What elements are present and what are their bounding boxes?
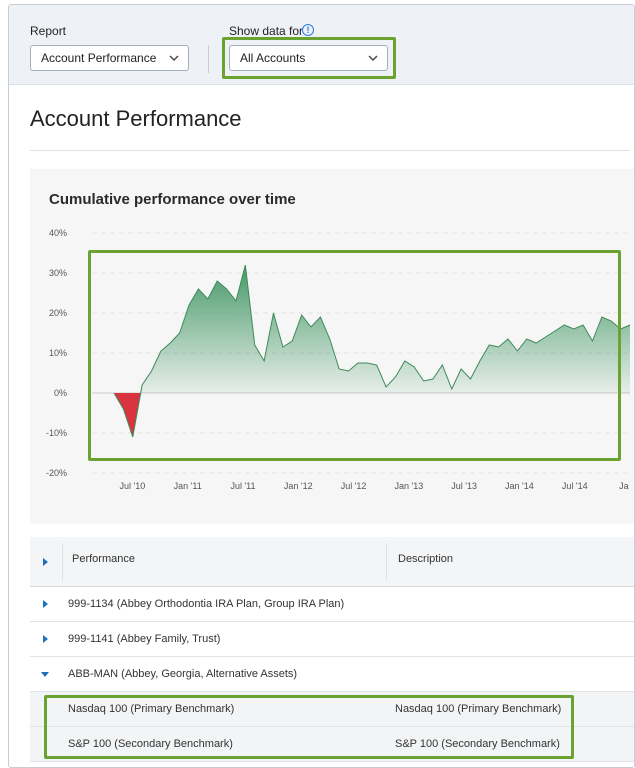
expand-all-icon[interactable] (43, 558, 48, 566)
chevron-down-icon (169, 55, 179, 61)
subrow-description: Nasdaq 100 (Primary Benchmark) (395, 703, 562, 715)
y-tick-label: 10% (49, 348, 67, 358)
report-select[interactable]: Account Performance (30, 45, 189, 71)
table-subrow[interactable]: Nasdaq 100 (Primary Benchmark) Nasdaq 10… (30, 692, 634, 727)
y-tick-label: 40% (49, 228, 67, 238)
x-tick-label: Jan '14 (505, 481, 534, 491)
y-tick-label: 30% (49, 268, 67, 278)
report-frame: Report Account Performance Show data for… (8, 4, 635, 768)
page-title: Account Performance (30, 106, 242, 131)
y-tick-label: 0% (54, 388, 67, 398)
show-data-select-value: All Accounts (240, 51, 306, 65)
subrow-label: S&P 100 (Secondary Benchmark) (68, 738, 233, 750)
title-divider (30, 150, 630, 151)
y-tick-label: -20% (46, 468, 67, 478)
x-tick-label: Jan '12 (284, 481, 313, 491)
row-label: 999-1134 (Abbey Orthodontia IRA Plan, Gr… (68, 598, 345, 610)
x-tick-label: Jul '12 (341, 481, 367, 491)
subrow-description: S&P 100 (Secondary Benchmark) (395, 738, 560, 750)
x-tick-label: Jul '11 (230, 481, 255, 491)
chart-title: Cumulative performance over time (49, 191, 296, 208)
show-data-select[interactable]: All Accounts (229, 45, 388, 71)
collapse-row-icon[interactable] (41, 672, 49, 677)
expand-row-icon[interactable] (43, 635, 48, 643)
header-description[interactable]: Description (398, 553, 454, 565)
x-tick-label: Ja (619, 481, 629, 491)
expand-row-icon[interactable] (43, 600, 48, 608)
table-subrow[interactable]: S&P 100 (Secondary Benchmark) S&P 100 (S… (30, 727, 634, 762)
table-row[interactable]: 999-1134 (Abbey Orthodontia IRA Plan, Gr… (30, 587, 634, 622)
x-tick-label: Jul '14 (562, 481, 588, 491)
positive-area (114, 265, 630, 393)
report-label: Report (30, 24, 67, 38)
x-tick-label: Jan '13 (394, 481, 423, 491)
filter-bar: Report Account Performance Show data for… (9, 5, 634, 85)
performance-line (113, 264, 631, 438)
table-row[interactable]: ABB-MAN (Abbey, Georgia, Alternative Ass… (30, 657, 634, 692)
filter-divider (208, 45, 209, 73)
performance-chart: 40% 30% 20% 10% 0% -10% -20% Jul '10 Jan '11 Jul … (46, 228, 631, 491)
report-select-value: Account Performance (41, 51, 157, 65)
y-tick-label: -10% (46, 428, 67, 438)
chart-card: Cumulative performance over time 40% 30% 2… (30, 169, 634, 524)
row-label: ABB-MAN (Abbey, Georgia, Alternative Ass… (68, 668, 298, 680)
performance-table: Performance Description 999-1134 (Abbey … (30, 537, 634, 762)
header-performance[interactable]: Performance (72, 553, 135, 565)
subrow-label: Nasdaq 100 (Primary Benchmark) (68, 703, 235, 715)
y-tick-label: 20% (49, 308, 67, 318)
row-label: 999-1141 (Abbey Family, Trust) (68, 633, 221, 645)
x-tick-label: Jul '10 (120, 481, 146, 491)
column-separator (62, 543, 63, 581)
x-tick-label: Jan '11 (174, 481, 202, 491)
show-data-label: Show data for (229, 24, 304, 38)
x-tick-label: Jul '13 (451, 481, 477, 491)
column-separator (386, 543, 387, 581)
chevron-down-icon (368, 55, 378, 61)
info-icon[interactable]: ! (302, 24, 314, 36)
table-header: Performance Description (30, 537, 634, 587)
table-row[interactable]: 999-1141 (Abbey Family, Trust) (30, 622, 634, 657)
